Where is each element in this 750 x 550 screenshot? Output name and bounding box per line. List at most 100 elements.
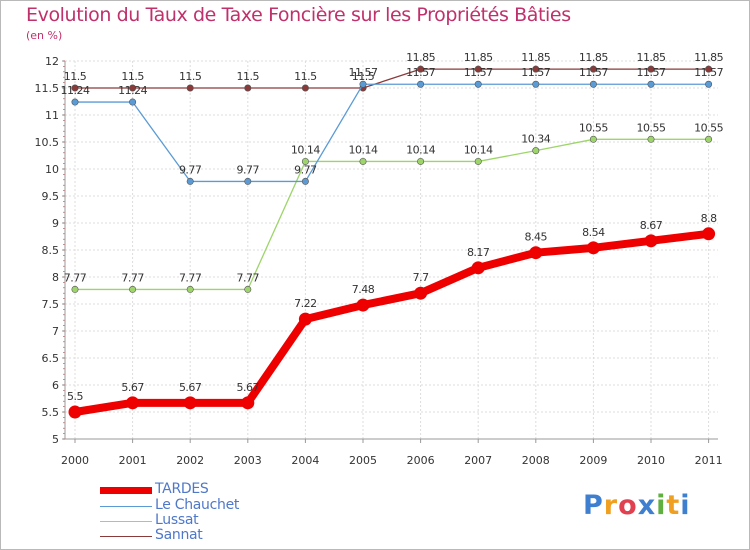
legend-item-tardes: TARDES: [100, 481, 300, 498]
brand-letter: i: [656, 490, 667, 521]
data-point-lussat: [71, 285, 79, 293]
brand-letter: x: [637, 490, 657, 521]
y-tick-label: 7.5: [42, 298, 60, 311]
y-tick-label: 6: [52, 379, 59, 392]
y-tick-label: 9: [52, 217, 59, 230]
y-tick-label: 6.5: [42, 352, 60, 365]
data-label-sannat: 11.85: [521, 51, 550, 64]
data-point-tardes: [68, 405, 82, 419]
data-point-sannat: [589, 65, 597, 73]
y-tick-label: 9.5: [42, 190, 60, 203]
legend-swatch-lussat: [100, 521, 152, 522]
series-tardes: 5.5 5.67 5.67 5.67 7.22 7.48 7.7 8.17 8.45 8.54 8.…: [67, 212, 718, 419]
data-label-tardes: 5.67: [237, 381, 260, 394]
series-line-sannat: [74, 68, 710, 89]
brand-letter: i: [680, 490, 691, 521]
data-point-sannat: [532, 65, 540, 73]
x-tick-label: 2009: [579, 454, 607, 467]
legend-item-sannat: Sannat: [100, 527, 300, 544]
data-point-le-chauchet: [474, 80, 482, 88]
data-point-sannat: [71, 84, 79, 92]
data-label-le-chauchet: 11.57: [521, 66, 550, 79]
data-label-sannat: 11.85: [406, 51, 435, 64]
data-point-le-chauchet: [71, 98, 79, 106]
data-point-tardes: [529, 246, 543, 260]
data-point-lussat: [647, 135, 655, 143]
data-label-sannat: 11.5: [179, 70, 202, 83]
data-point-le-chauchet: [532, 80, 540, 88]
x-tick-label: 2008: [522, 454, 550, 467]
data-point-tardes: [183, 396, 197, 410]
legend-label-lussat: Lussat: [155, 512, 199, 528]
data-point-lussat: [474, 157, 482, 165]
legend-item-le-chauchet: Le Chauchet: [100, 497, 300, 514]
data-point-lussat: [129, 285, 137, 293]
x-tick-label: 2000: [61, 454, 89, 467]
data-label-sannat: 11.5: [352, 70, 375, 83]
data-point-lussat: [705, 135, 713, 143]
data-point-sannat: [186, 84, 194, 92]
data-label-lussat: 10.55: [694, 121, 723, 134]
data-label-le-chauchet: 11.24: [118, 84, 147, 97]
data-label-tardes: 7.48: [352, 283, 375, 296]
x-tick-label: 2011: [695, 454, 723, 467]
data-label-tardes: 8.17: [467, 246, 490, 259]
x-tick-label: 2004: [291, 454, 319, 467]
x-tick-label: 2007: [464, 454, 492, 467]
data-label-sannat: 11.85: [464, 51, 493, 64]
y-tick-label: 5: [52, 433, 59, 446]
data-point-tardes: [586, 241, 600, 255]
data-label-tardes: 5.5: [67, 390, 83, 403]
data-label-sannat: 11.85: [579, 51, 608, 64]
data-label-sannat: 11.85: [694, 51, 723, 64]
data-label-sannat: 11.5: [294, 70, 317, 83]
legend-swatch-sannat: [100, 536, 152, 537]
data-point-tardes: [471, 261, 485, 275]
data-point-sannat: [647, 65, 655, 73]
data-point-le-chauchet: [417, 80, 425, 88]
x-tick-label: 2005: [349, 454, 377, 467]
data-point-lussat: [417, 157, 425, 165]
brand-letter: o: [618, 490, 638, 521]
data-point-tardes: [356, 298, 370, 312]
data-point-lussat: [532, 147, 540, 155]
data-point-tardes: [644, 234, 658, 248]
data-label-le-chauchet: 11.57: [349, 66, 378, 79]
unit-label: (en %): [26, 29, 63, 42]
data-label-sannat: 11.5: [237, 70, 260, 83]
series-lussat: 7.77 7.77 7.77 7.77 10.14 10.14 10.14 10.14 10.3…: [64, 121, 724, 293]
x-tick-label: 2006: [407, 454, 435, 467]
data-label-lussat: 10.34: [521, 133, 550, 146]
series-sannat: 11.5 11.5 11.5 11.5 11.5 11.5 11.85 11.85 11.85 1…: [64, 51, 724, 92]
data-label-lussat: 7.77: [121, 271, 144, 284]
legend-swatch-le-chauchet: [100, 506, 152, 507]
data-label-le-chauchet: 9.77: [179, 163, 202, 176]
x-tick-label: 2002: [176, 454, 204, 467]
data-label-tardes: 8.54: [582, 226, 605, 239]
data-point-tardes: [241, 396, 255, 410]
data-point-le-chauchet: [705, 80, 713, 88]
data-point-sannat: [474, 65, 482, 73]
data-label-le-chauchet: 9.77: [237, 163, 260, 176]
legend-label-le-chauchet: Le Chauchet: [155, 497, 240, 513]
y-tick-label: 12: [45, 55, 59, 68]
data-point-tardes: [298, 312, 312, 326]
data-label-tardes: 7.22: [294, 297, 317, 310]
data-label-le-chauchet: 11.57: [406, 66, 435, 79]
data-point-le-chauchet: [359, 80, 367, 88]
legend-swatch-tardes: [100, 487, 152, 494]
brand-letter: P: [583, 490, 604, 521]
data-label-tardes: 7.7: [413, 271, 429, 284]
data-label-sannat: 11.5: [64, 70, 87, 83]
y-tick-label: 10: [45, 163, 59, 176]
data-label-lussat: 10.14: [291, 143, 320, 156]
data-label-le-chauchet: 11.24: [61, 84, 90, 97]
data-point-le-chauchet: [244, 177, 252, 185]
data-point-sannat: [244, 84, 252, 92]
chart-title: Evolution du Taux de Taxe Foncière sur l…: [26, 4, 571, 26]
data-point-sannat: [301, 84, 309, 92]
data-label-lussat: 10.55: [579, 121, 608, 134]
data-point-lussat: [359, 157, 367, 165]
data-label-tardes: 8.67: [640, 219, 663, 232]
